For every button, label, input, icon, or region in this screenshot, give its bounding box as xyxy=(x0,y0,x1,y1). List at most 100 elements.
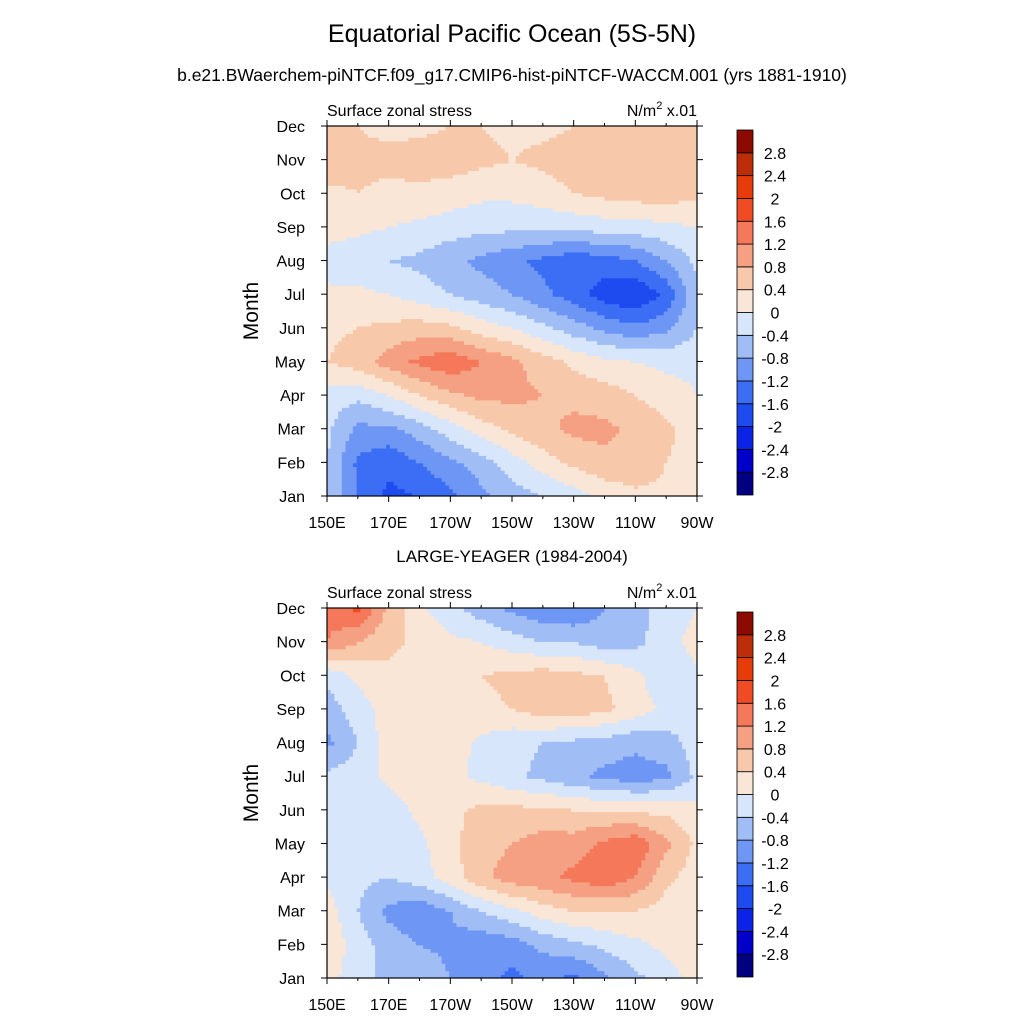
contour-cell xyxy=(652,440,657,445)
contour-cell xyxy=(682,399,687,405)
contour-cell xyxy=(656,340,661,345)
contour-cell xyxy=(508,314,513,319)
contour-cell xyxy=(530,355,535,360)
contour-cell xyxy=(534,322,539,327)
contour-cell xyxy=(452,470,458,475)
contour-cell xyxy=(597,407,602,412)
contour-cell xyxy=(434,388,439,393)
contour-cell xyxy=(656,422,661,427)
contour-cell xyxy=(586,410,591,416)
contour-cell xyxy=(604,484,609,490)
contour-cell xyxy=(519,392,524,397)
contour-cell xyxy=(608,433,613,438)
contour-cell xyxy=(623,344,628,349)
contour-cell xyxy=(685,403,691,408)
contour-cell xyxy=(545,340,550,345)
contour-cell xyxy=(449,355,454,360)
contour-cell xyxy=(560,403,565,408)
contour-cell xyxy=(412,322,417,327)
contour-cell xyxy=(630,447,635,453)
contour-cell xyxy=(408,440,413,445)
contour-cell xyxy=(334,355,339,360)
contour-cell xyxy=(393,447,398,453)
contour-cell xyxy=(589,481,594,486)
contour-cell xyxy=(608,355,613,360)
contour-cell xyxy=(611,311,617,316)
contour-cell xyxy=(467,447,472,453)
contour-cell xyxy=(630,322,635,327)
contour-cell xyxy=(682,492,687,496)
contour-cell xyxy=(467,399,472,405)
contour-cell xyxy=(504,492,509,496)
contour-cell xyxy=(430,473,435,479)
contour-cell xyxy=(489,436,495,442)
contour-cell xyxy=(537,351,543,356)
contour-cell xyxy=(563,466,569,471)
contour-cell xyxy=(637,351,643,356)
contour-cell xyxy=(486,325,491,331)
contour-cell xyxy=(389,403,395,408)
contour-cell xyxy=(634,444,639,449)
contour-cell xyxy=(619,325,624,331)
contour-cell xyxy=(438,329,443,334)
contour-cell xyxy=(597,355,602,360)
contour-cell xyxy=(497,373,502,379)
contour-cell xyxy=(656,362,661,368)
contour-cell xyxy=(652,403,657,408)
contour-cell xyxy=(493,385,498,390)
contour-cell xyxy=(597,340,602,345)
contour-cell xyxy=(545,377,550,382)
contour-cell xyxy=(482,370,487,375)
contour-cell xyxy=(371,388,376,393)
contour-cell xyxy=(393,325,398,331)
contour-cell xyxy=(504,455,509,460)
contour-cell xyxy=(456,473,461,479)
contour-cell xyxy=(549,422,554,427)
contour-cell xyxy=(526,311,532,316)
contour-cell xyxy=(500,407,506,412)
contour-cell xyxy=(560,366,565,371)
contour-cell xyxy=(438,373,443,379)
contour-cell xyxy=(426,373,432,379)
contour-cell xyxy=(471,418,476,423)
contour-cell xyxy=(645,344,650,349)
contour-cell xyxy=(375,436,380,442)
contour-cell xyxy=(537,466,543,471)
contour-cell xyxy=(497,422,502,427)
contour-cell xyxy=(349,355,354,360)
contour-cell xyxy=(500,399,506,405)
contour-cell xyxy=(360,492,365,496)
contour-cell xyxy=(452,385,458,390)
contour-cell xyxy=(367,459,372,464)
contour-cell xyxy=(445,414,450,419)
contour-cell xyxy=(397,422,402,427)
contour-cell xyxy=(667,436,672,442)
contour-cell xyxy=(404,481,409,486)
contour-cell xyxy=(619,373,624,379)
contour-cell xyxy=(563,477,569,482)
contour-cell xyxy=(604,422,609,427)
contour-cell xyxy=(486,410,491,416)
contour-cell xyxy=(600,429,606,434)
contour-cell xyxy=(360,451,365,456)
contour-cell xyxy=(530,410,535,416)
contour-cell xyxy=(604,466,609,471)
contour-cell xyxy=(549,333,554,338)
contour-cell xyxy=(475,336,480,342)
contour-cell xyxy=(693,462,697,467)
contour-cell xyxy=(367,322,372,327)
contour-cell xyxy=(604,477,609,482)
contour-cell xyxy=(423,366,428,371)
contour-cell xyxy=(460,362,465,368)
contour-cell xyxy=(545,366,550,371)
contour-cell xyxy=(404,355,409,360)
contour-cell xyxy=(434,466,439,471)
contour-cell xyxy=(652,418,657,423)
contour-cell xyxy=(382,362,387,368)
contour-cell xyxy=(445,344,450,349)
contour-cell xyxy=(626,318,631,323)
contour-cell xyxy=(330,392,335,397)
contour-cell xyxy=(371,481,376,486)
contour-cell xyxy=(493,322,498,327)
contour-cell xyxy=(671,462,676,467)
